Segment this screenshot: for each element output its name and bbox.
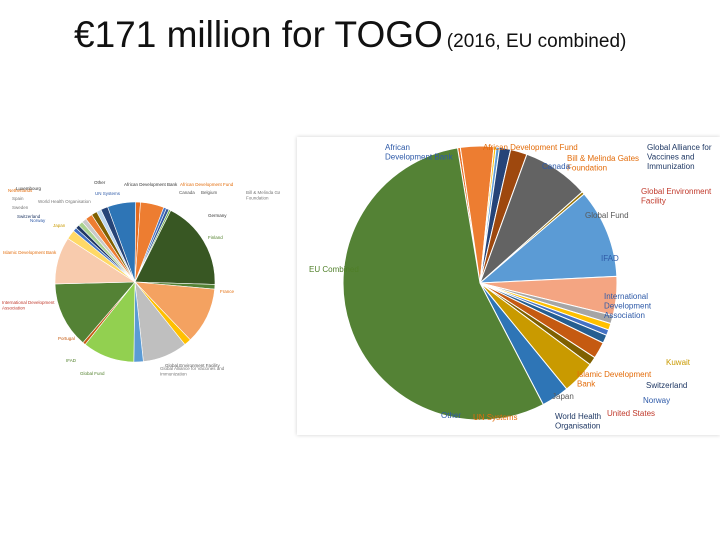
pie-label-norway: Norway [643, 396, 670, 405]
pie-label-eu-combined: EU Combined [309, 265, 359, 274]
pie-label-global-environment-facility: Global Environment Facility [165, 363, 221, 368]
pie-slice-international-development-association [478, 193, 618, 284]
pie-slice-international-development-association [54, 281, 136, 344]
big-pie-svg: African Development Bank African Developme… [309, 143, 712, 431]
pie-label-canada: Canada [179, 190, 195, 195]
pie-label-islamic-development-bank: Islamic Development Bank [577, 370, 652, 389]
pie-label-global-alliance-for-vaccines-and-immunization: Global Alliance for Vaccines and Immuniza… [160, 366, 225, 376]
pie-label-world-health-organisation: World Health Organisation [555, 412, 601, 431]
pie-label-international-development-association: International Development Association [604, 292, 652, 320]
small-pie-chart: Other African Development Bank African Dev… [0, 166, 287, 396]
pie-label-world-health-organisation: World Health Organisation [38, 199, 91, 204]
pie-label-african-development-bank: African Development Bank [124, 182, 178, 187]
pie-label-norway: Norway [30, 218, 46, 223]
pie-label-un-systems: UN Systems [473, 413, 517, 422]
pie-label-spain: Spain [12, 196, 24, 201]
pie-label-sweden: Sweden [12, 205, 29, 210]
pie-label-japan: Japan [552, 392, 574, 401]
pie-slices [54, 201, 216, 363]
pie-label-islamic-development-bank: Islamic Development Bank [3, 250, 57, 255]
pie-label-african-development-fund: African Development Fund [180, 182, 234, 187]
big-pie-panel: African Development Bank African Developme… [297, 137, 720, 435]
pie-labels: Other African Development Bank African Dev… [2, 180, 287, 376]
pie-slice-un-systems [100, 206, 136, 283]
pie-label-canada: Canada [542, 162, 571, 171]
pie-label-france: France [220, 289, 235, 294]
pie-label-global-environment-facility: Global Environment Facility [641, 187, 712, 206]
pie-label-switzerland: Switzerland [17, 214, 41, 219]
pie-slice-eu-combined [342, 147, 544, 421]
pie-label-kuwait: Kuwait [666, 358, 691, 367]
pie-label-finland: Finland [208, 235, 223, 240]
pie-label-germany: Germany [208, 213, 227, 218]
title-main: €171 million for TOGO [74, 14, 443, 55]
pie-label-japan: Japan [53, 223, 66, 228]
pie-label-ifad: IFAD [601, 254, 619, 263]
pie-label-luxembourg: Luxembourg [16, 186, 42, 191]
pie-label-african-development-bank: African Development Bank [385, 143, 454, 162]
pie-label-international-development-association: International Development Association [2, 300, 55, 310]
pie-label-other: Other [94, 180, 106, 185]
pie-label-global-fund: Global Fund [585, 211, 629, 220]
pie-label-switzerland: Switzerland [646, 381, 687, 390]
slide-title: €171 million for TOGO (2016, EU combined) [74, 14, 626, 56]
pie-labels: African Development Bank African Developme… [309, 143, 712, 431]
pie-label-global-fund: Global Fund [80, 371, 105, 376]
pie-label-netherlands: Netherlands [8, 188, 33, 193]
pie-label-portugal: Portugal [58, 336, 75, 341]
pie-label-global-alliance-for-vaccines-and-immunization: Global Alliance for Vaccines and Immunizat… [647, 143, 712, 171]
pie-label-un-systems: UN Systems [95, 191, 121, 196]
small-pie-svg: Other African Development Bank African Dev… [2, 180, 287, 376]
pie-label-other: Other [441, 411, 461, 420]
pie-slice-germany [134, 210, 216, 285]
pie-slices [342, 145, 618, 421]
pie-label-belgium: Belgium [201, 190, 218, 195]
pie-label-african-development-fund: African Development Fund [483, 143, 578, 152]
title-subtitle: (2016, EU combined) [446, 31, 627, 52]
pie-label-ifad: IFAD [66, 358, 77, 363]
pie-label-united-states: United States [607, 409, 655, 418]
